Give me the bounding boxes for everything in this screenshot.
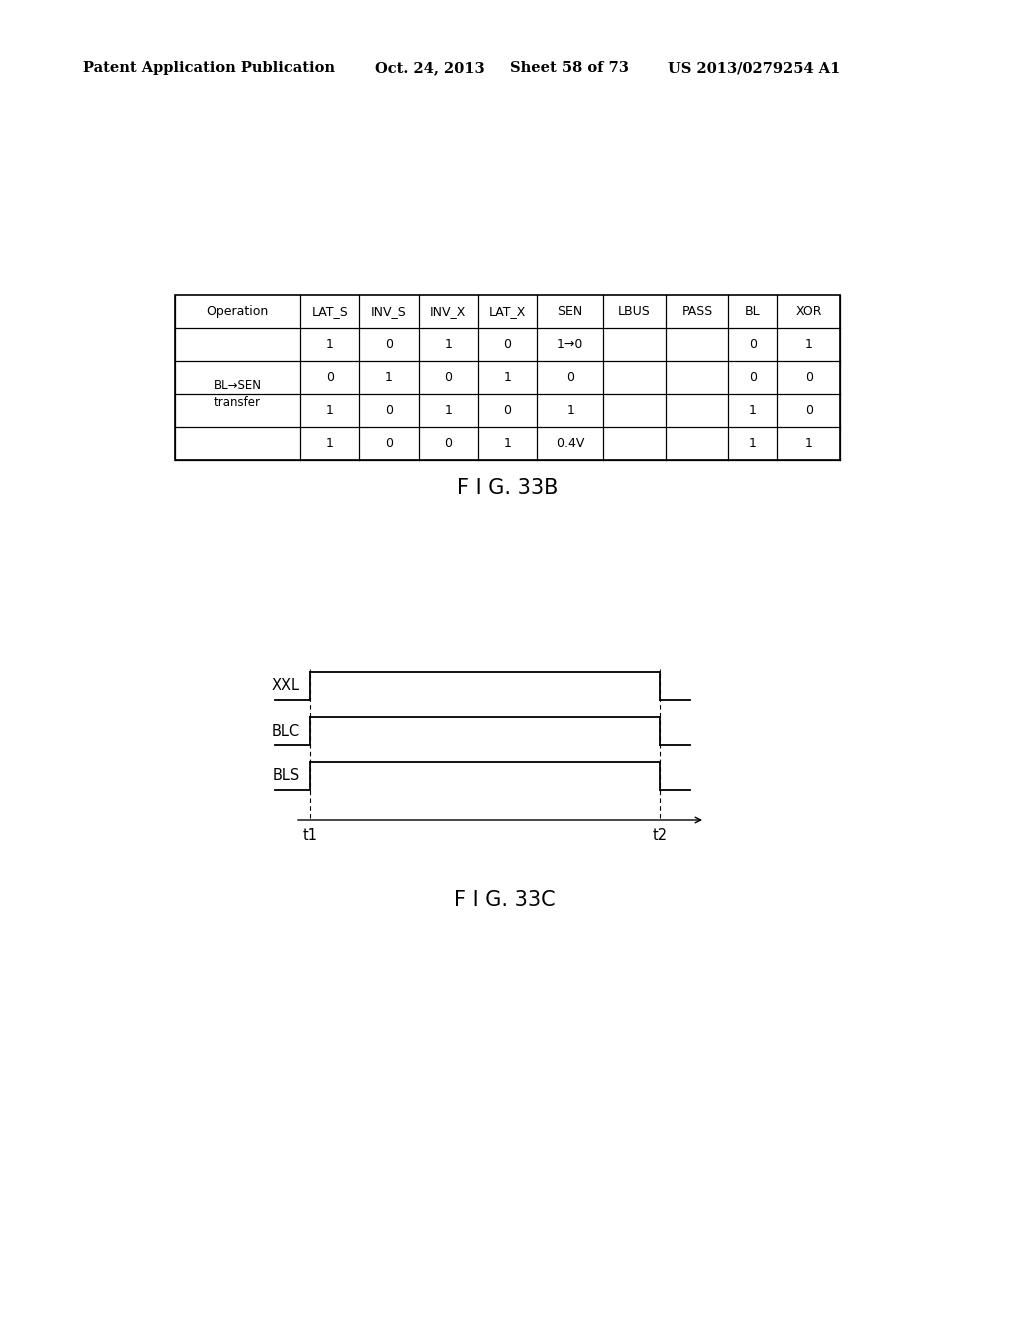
Text: 0: 0 xyxy=(385,404,393,417)
Text: F I G. 33C: F I G. 33C xyxy=(455,890,556,909)
Text: 0: 0 xyxy=(385,437,393,450)
Text: Operation: Operation xyxy=(207,305,268,318)
Text: 1: 1 xyxy=(504,437,511,450)
Text: 1: 1 xyxy=(566,404,574,417)
Text: 1: 1 xyxy=(805,338,813,351)
Text: 1: 1 xyxy=(326,437,334,450)
Text: 1: 1 xyxy=(444,404,453,417)
Text: 0: 0 xyxy=(326,371,334,384)
Text: 1→0: 1→0 xyxy=(557,338,584,351)
Text: Sheet 58 of 73: Sheet 58 of 73 xyxy=(510,61,629,75)
Text: 0: 0 xyxy=(504,404,512,417)
Text: 0: 0 xyxy=(749,338,757,351)
Text: 0: 0 xyxy=(444,371,453,384)
Text: 0: 0 xyxy=(444,437,453,450)
Text: BLS: BLS xyxy=(272,768,300,784)
Text: 0: 0 xyxy=(749,371,757,384)
Text: BL→SEN
transfer: BL→SEN transfer xyxy=(214,379,261,409)
Text: LAT_X: LAT_X xyxy=(488,305,526,318)
Text: XXL: XXL xyxy=(272,678,300,693)
Text: INV_S: INV_S xyxy=(372,305,407,318)
Text: 1: 1 xyxy=(326,338,334,351)
Text: BLC: BLC xyxy=(272,723,300,738)
Text: 0: 0 xyxy=(385,338,393,351)
Text: 1: 1 xyxy=(326,404,334,417)
Text: 1: 1 xyxy=(749,437,757,450)
Text: 1: 1 xyxy=(504,371,511,384)
Text: BL: BL xyxy=(745,305,761,318)
Text: US 2013/0279254 A1: US 2013/0279254 A1 xyxy=(668,61,841,75)
Text: SEN: SEN xyxy=(557,305,583,318)
Text: Patent Application Publication: Patent Application Publication xyxy=(83,61,335,75)
Text: 1: 1 xyxy=(749,404,757,417)
Text: 0: 0 xyxy=(805,404,813,417)
Text: 1: 1 xyxy=(385,371,393,384)
Text: LAT_S: LAT_S xyxy=(311,305,348,318)
Text: 1: 1 xyxy=(444,338,453,351)
Text: PASS: PASS xyxy=(681,305,713,318)
Text: 0: 0 xyxy=(805,371,813,384)
Bar xyxy=(175,294,840,459)
Text: INV_X: INV_X xyxy=(430,305,467,318)
Text: XOR: XOR xyxy=(796,305,822,318)
Text: t1: t1 xyxy=(302,828,317,843)
Text: t2: t2 xyxy=(652,828,668,843)
Text: F I G. 33B: F I G. 33B xyxy=(457,478,558,498)
Text: 0: 0 xyxy=(504,338,512,351)
Text: Oct. 24, 2013: Oct. 24, 2013 xyxy=(375,61,484,75)
Text: 0: 0 xyxy=(566,371,574,384)
Text: LBUS: LBUS xyxy=(618,305,651,318)
Text: 1: 1 xyxy=(805,437,813,450)
Text: 0.4V: 0.4V xyxy=(556,437,585,450)
